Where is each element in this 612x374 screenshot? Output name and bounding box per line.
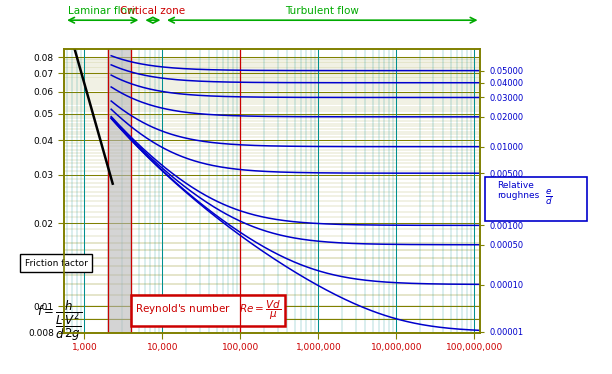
Text: Relative
roughnes: Relative roughnes [497,181,539,200]
Text: Friction factor: Friction factor [24,259,88,268]
Text: Critical zone: Critical zone [121,6,185,16]
FancyBboxPatch shape [485,177,586,221]
Text: $\frac{e}{d}$: $\frac{e}{d}$ [545,188,553,208]
Text: Turbulent flow: Turbulent flow [285,6,359,16]
Text: $f = \dfrac{h}{\dfrac{L}{d}\dfrac{V^2}{2g}}$: $f = \dfrac{h}{\dfrac{L}{d}\dfrac{V^2}{2… [37,299,83,343]
Text: Reynold's number   $Re = \dfrac{Vd}{\mu}$: Reynold's number $Re = \dfrac{Vd}{\mu}$ [135,299,281,322]
Bar [108,49,132,333]
Text: Laminar flow: Laminar flow [68,6,135,16]
